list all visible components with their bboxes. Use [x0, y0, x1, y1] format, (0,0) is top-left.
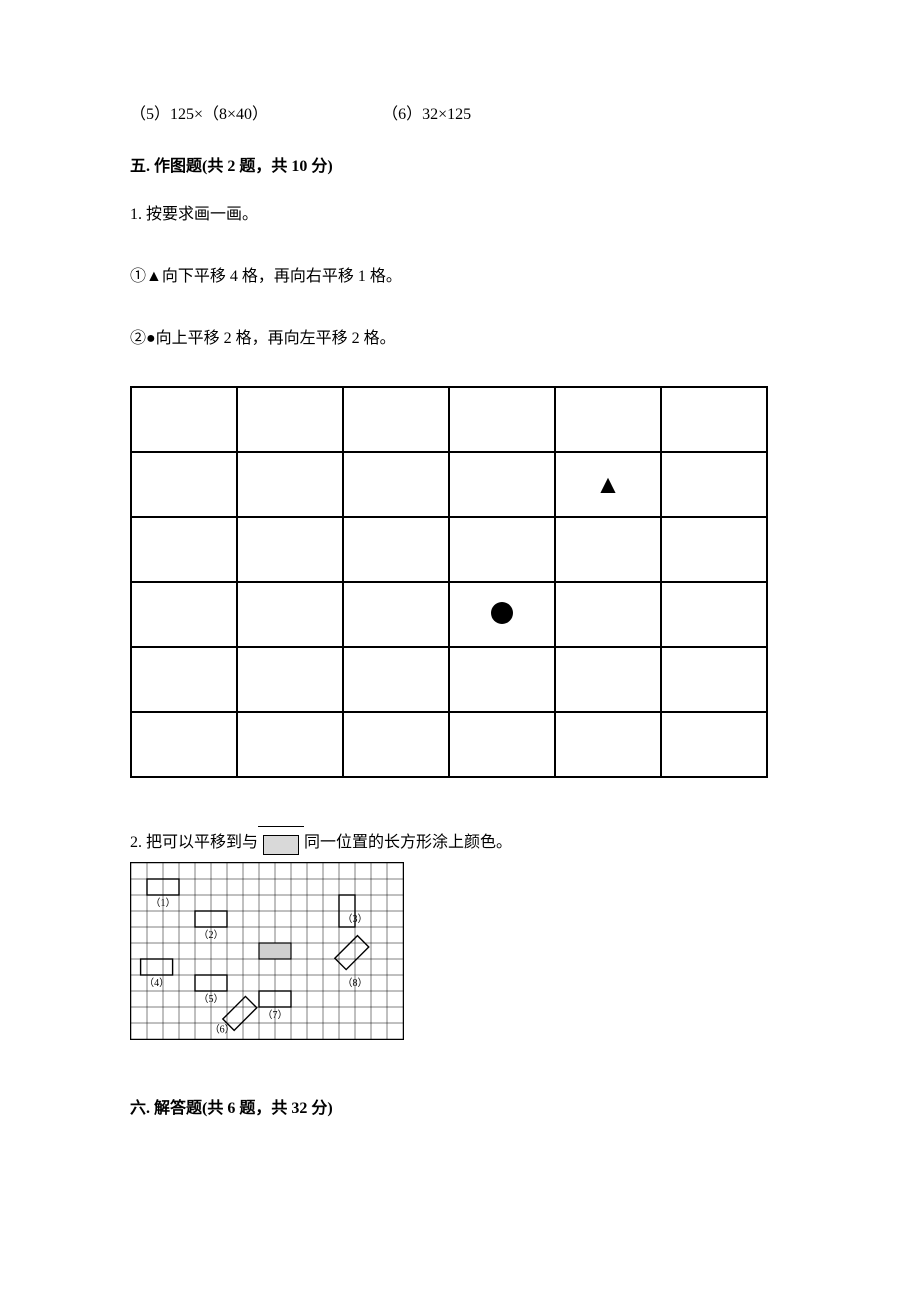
grid-cell: [555, 647, 661, 712]
triangle-icon: ▲: [595, 472, 621, 498]
grid-cell: [343, 387, 449, 452]
grid-cell: [343, 712, 449, 777]
problem-6: （6）32×125: [382, 100, 471, 124]
grid-cell: [661, 452, 767, 517]
grid-cell: [237, 647, 343, 712]
grid-cell: [449, 712, 555, 777]
grid-cell: [555, 387, 661, 452]
grid-cell: ▲: [555, 452, 661, 517]
grid-cell: [343, 517, 449, 582]
grid-cell: [237, 517, 343, 582]
grid-cell: [131, 452, 237, 517]
grid-cell: [343, 647, 449, 712]
grid-cell: [661, 647, 767, 712]
rect-label: （1）: [151, 897, 176, 909]
grid-cell: [237, 387, 343, 452]
shaded-reference-rect: [259, 943, 291, 959]
grid-cell: [343, 452, 449, 517]
section-6-header: 六. 解答题(共 6 题，共 32 分): [130, 1094, 790, 1118]
grid-cell: [555, 582, 661, 647]
q2-pre: 2. 把可以平移到与: [130, 828, 258, 852]
q2-post: 同一位置的长方形涂上颜色。: [304, 828, 512, 852]
grid-cell: [131, 712, 237, 777]
q2-underline: [258, 826, 304, 827]
grid-cell: [555, 712, 661, 777]
grid-cell: [661, 582, 767, 647]
shaded-rect-icon: [263, 835, 299, 855]
grid-cell: [131, 387, 237, 452]
q1-sub1: ①▲向下平移 4 格，再向右平移 1 格。: [130, 262, 790, 286]
rect-label: （8）: [343, 977, 368, 989]
small-grid-wrap: （1） （2） （3） （4） （5） （7） （6） （8）: [130, 862, 790, 1040]
rect-label: （4）: [144, 977, 169, 989]
q1-sub2: ②●向上平移 2 格，再向左平移 2 格。: [130, 324, 790, 348]
q2-line: 2. 把可以平移到与 同一位置的长方形涂上颜色。: [130, 828, 790, 852]
rect-label: （3）: [343, 913, 368, 925]
rect-label: （2）: [199, 929, 224, 941]
q1-line: 1. 按要求画一画。: [130, 200, 790, 224]
grid-cell: [555, 517, 661, 582]
rect-label: （6）: [210, 1024, 235, 1036]
grid-cell: [237, 582, 343, 647]
arithmetic-problems-row: （5）125×（8×40） （6）32×125: [130, 100, 790, 124]
grid-cell: [449, 452, 555, 517]
rect-label: （5）: [199, 993, 224, 1005]
grid-cell: [661, 387, 767, 452]
grid-cell: [449, 387, 555, 452]
grid-cell: [237, 712, 343, 777]
grid-cell: [449, 647, 555, 712]
grid-cell: [131, 647, 237, 712]
circle-icon: [491, 602, 513, 624]
grid-6x6: ▲: [130, 386, 790, 778]
grid-cell: [449, 582, 555, 647]
section-5-header: 五. 作图题(共 2 题，共 10 分): [130, 152, 790, 176]
grid-cell: [661, 517, 767, 582]
grid-cell: [131, 517, 237, 582]
grid-cell: [343, 582, 449, 647]
grid-cell: [449, 517, 555, 582]
grid-cell: [237, 452, 343, 517]
small-grid-figure: （1） （2） （3） （4） （5） （7） （6） （8）: [130, 862, 404, 1040]
rect-label: （7）: [263, 1009, 288, 1021]
problem-5: （5）125×（8×40）: [130, 106, 268, 123]
grid-cell: [661, 712, 767, 777]
grid-cell: [131, 582, 237, 647]
